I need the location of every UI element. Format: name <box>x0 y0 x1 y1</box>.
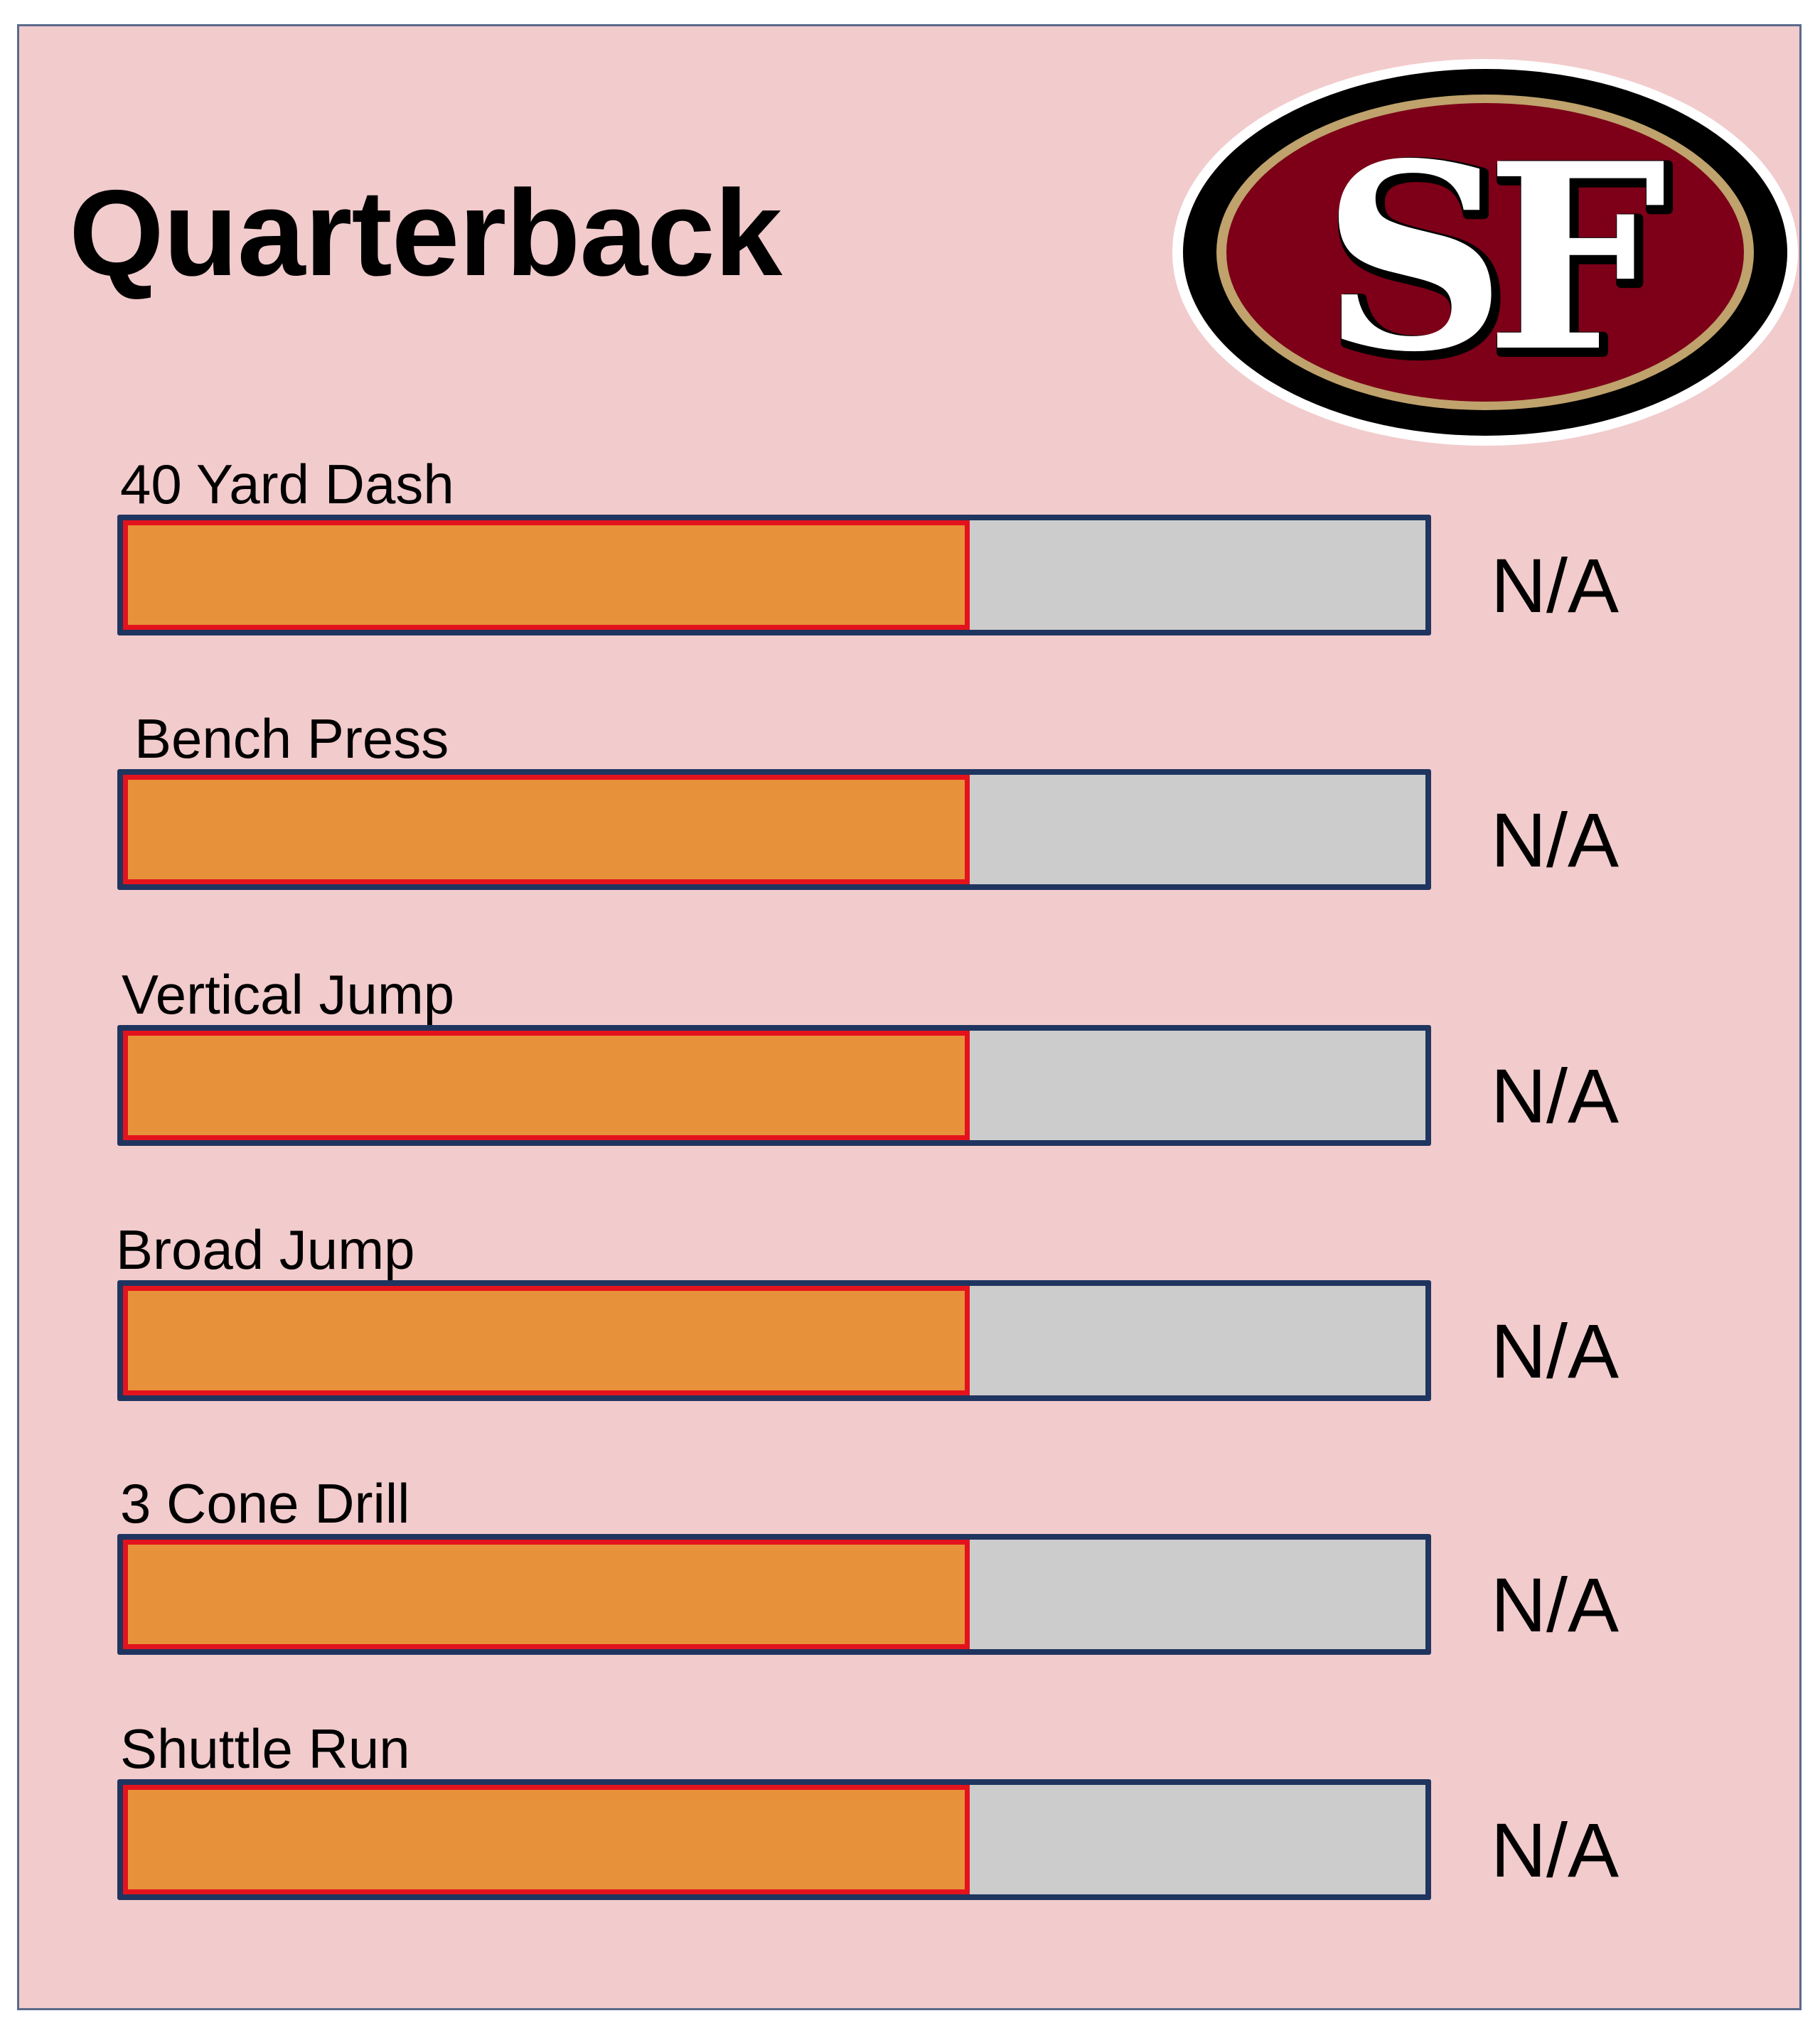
stat-broad-jump: Broad Jump N/A <box>116 1218 1752 1435</box>
stat-bar-fill <box>123 1286 970 1395</box>
player-card: Quarterback SF SF 40 Yard Dash N/A Bench… <box>17 24 1802 2010</box>
svg-text:SF: SF <box>1326 112 1669 412</box>
stat-bar-fill <box>123 775 970 884</box>
stat-value: N/A <box>1491 1807 1620 1893</box>
stat-bar-fill <box>123 1785 970 1894</box>
stat-bar-track <box>117 1779 1431 1900</box>
stat-bar-track <box>117 1025 1431 1146</box>
sf-49ers-logo-icon: SF SF <box>1172 59 1798 446</box>
stat-label: Shuttle Run <box>120 1717 410 1780</box>
stat-bar-track <box>117 769 1431 890</box>
stat-bar-fill <box>123 1540 970 1649</box>
stat-shuttle-run: Shuttle Run N/A <box>117 1721 1752 1934</box>
stat-vertical-jump: Vertical Jump N/A <box>117 967 1752 1180</box>
svg-text:SF: SF <box>1322 107 1665 408</box>
stat-40-yard-dash: 40 Yard Dash N/A <box>117 456 1752 670</box>
stat-value: N/A <box>1491 1308 1620 1394</box>
stat-label: 3 Cone Drill <box>120 1472 410 1535</box>
stat-value: N/A <box>1491 1562 1620 1648</box>
stat-bench-press: Bench Press N/A <box>117 711 1752 924</box>
stat-bar-track <box>117 1534 1431 1655</box>
stat-bar-fill <box>123 1031 970 1140</box>
stat-label: Bench Press <box>134 707 449 770</box>
stat-bar-track <box>117 1280 1431 1401</box>
stat-label: Broad Jump <box>116 1218 415 1281</box>
stat-label: 40 Yard Dash <box>120 453 454 515</box>
stat-3-cone-drill: 3 Cone Drill N/A <box>117 1476 1752 1689</box>
page-title: Quarterback <box>69 165 782 301</box>
stat-bar-fill <box>123 520 970 630</box>
stat-value: N/A <box>1491 1053 1620 1139</box>
stat-value: N/A <box>1491 797 1620 883</box>
stat-label: Vertical Jump <box>122 963 455 1026</box>
stat-value: N/A <box>1491 542 1620 628</box>
stat-bar-track <box>117 515 1431 635</box>
